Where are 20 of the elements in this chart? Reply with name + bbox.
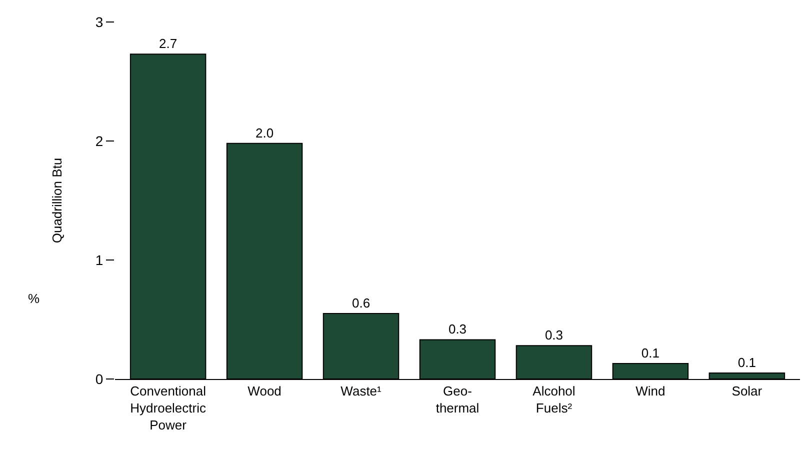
data-label: 0.6 xyxy=(352,296,370,311)
y-tick-label: 2 xyxy=(95,132,104,149)
x-tick-label: Wind xyxy=(636,384,666,399)
y-tick-label: 1 xyxy=(95,252,104,268)
data-label: 0.3 xyxy=(544,328,564,343)
x-tick-label: Conventional Hydroelectric Power xyxy=(130,384,206,432)
data-label: 0.1 xyxy=(641,346,660,361)
data-label: 0.1 xyxy=(738,355,756,370)
data-label: 0.3 xyxy=(448,322,467,337)
x-tick-label: Solar xyxy=(732,384,763,399)
x-tick-label: Wood xyxy=(248,384,282,399)
data-label: 2.0 xyxy=(256,125,274,140)
x-tick-label: Waste¹ xyxy=(340,384,382,399)
y-tick-label: 3 xyxy=(95,14,104,30)
x-tick-label: Geo- thermal xyxy=(436,384,480,416)
text: % xyxy=(28,291,40,306)
y-tick-label: 0 xyxy=(95,370,104,387)
y-axis-title: Quadrillion Btu xyxy=(49,158,64,244)
x-tick-label: Alcohol Fuels² xyxy=(532,384,576,416)
data-label: 2.7 xyxy=(159,36,178,52)
